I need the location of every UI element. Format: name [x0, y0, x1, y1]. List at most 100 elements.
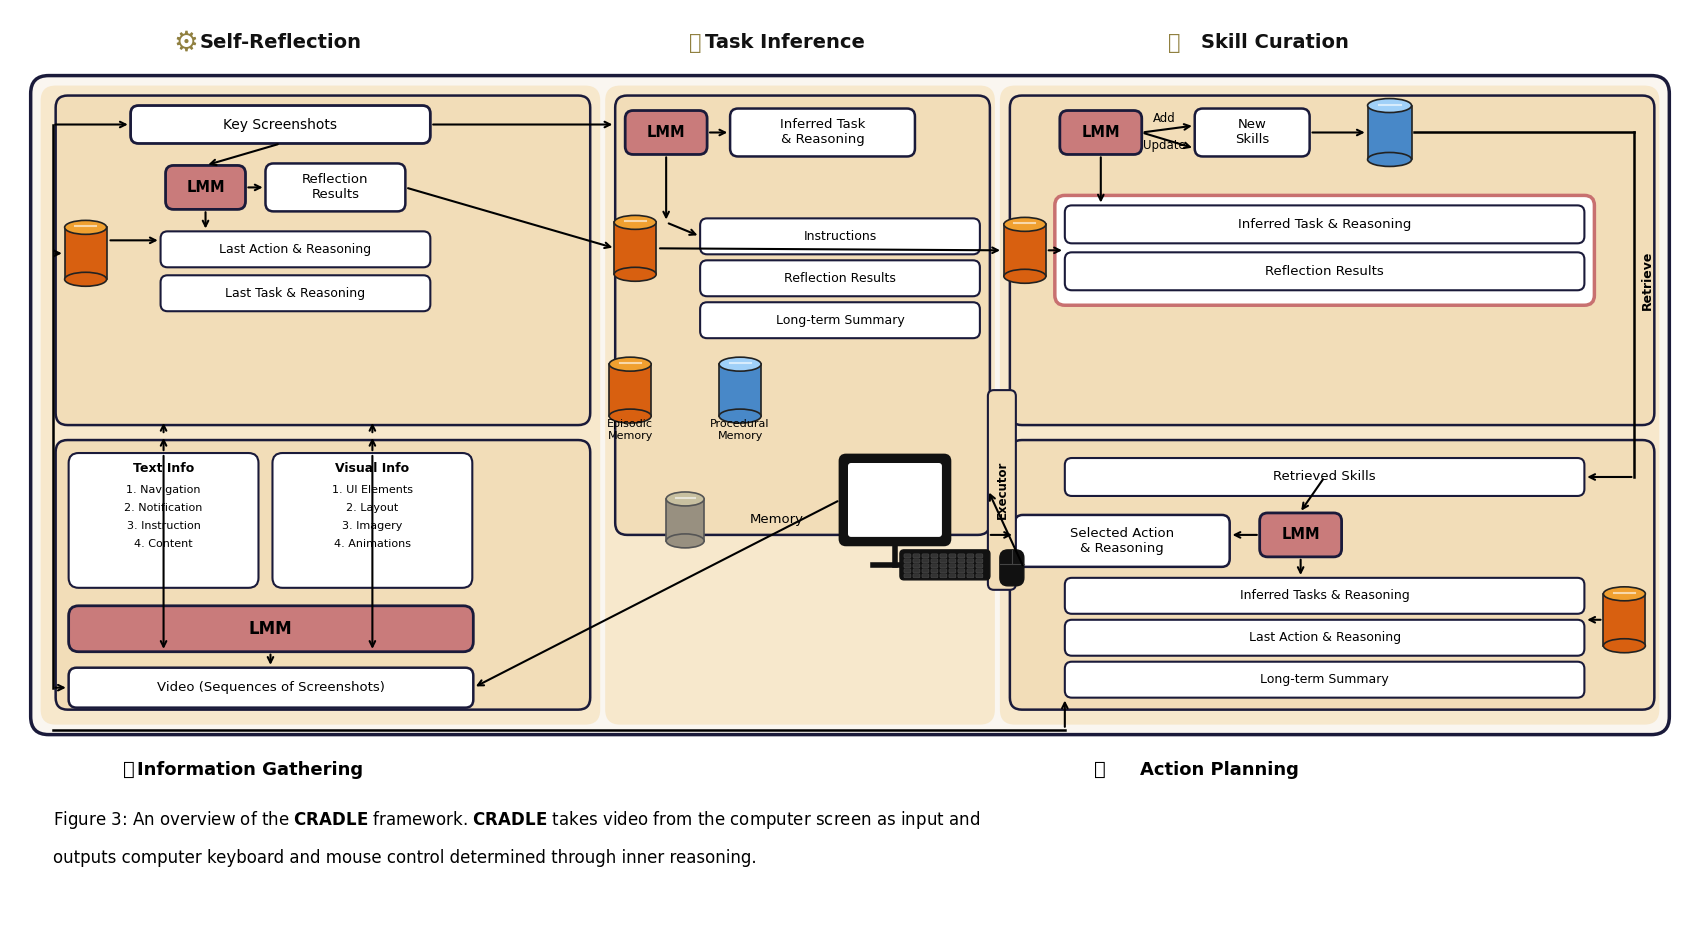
Text: Add: Add	[1153, 112, 1176, 125]
Text: Last Action & Reasoning: Last Action & Reasoning	[1248, 631, 1401, 644]
FancyBboxPatch shape	[967, 554, 974, 558]
FancyBboxPatch shape	[932, 559, 938, 563]
FancyBboxPatch shape	[1064, 205, 1584, 243]
FancyBboxPatch shape	[904, 574, 911, 578]
FancyBboxPatch shape	[1064, 458, 1584, 496]
FancyBboxPatch shape	[921, 559, 928, 563]
Bar	[1603, 593, 1646, 646]
FancyBboxPatch shape	[265, 164, 405, 212]
Text: Task Inference: Task Inference	[706, 33, 865, 52]
Text: LMM: LMM	[646, 125, 685, 140]
Text: Self-Reflection: Self-Reflection	[199, 33, 362, 52]
Text: Action Planning: Action Planning	[1141, 761, 1299, 779]
FancyBboxPatch shape	[976, 563, 983, 568]
Text: Reflection
Results: Reflection Results	[303, 173, 369, 201]
Bar	[1005, 225, 1046, 276]
FancyBboxPatch shape	[1195, 109, 1309, 156]
FancyBboxPatch shape	[68, 453, 258, 588]
FancyBboxPatch shape	[700, 218, 979, 255]
Bar	[1367, 106, 1411, 159]
FancyBboxPatch shape	[913, 563, 920, 568]
Text: outputs computer keyboard and mouse control determined through inner reasoning.: outputs computer keyboard and mouse cont…	[53, 850, 757, 868]
FancyBboxPatch shape	[68, 606, 473, 651]
Text: Long-term Summary: Long-term Summary	[1260, 673, 1389, 686]
FancyBboxPatch shape	[1059, 110, 1142, 154]
FancyBboxPatch shape	[932, 554, 938, 558]
Text: Video (Sequences of Screenshots): Video (Sequences of Screenshots)	[156, 681, 384, 695]
FancyBboxPatch shape	[615, 95, 989, 534]
FancyBboxPatch shape	[957, 574, 966, 578]
FancyBboxPatch shape	[967, 563, 974, 568]
Text: ⚙: ⚙	[173, 29, 197, 57]
FancyBboxPatch shape	[605, 85, 994, 724]
FancyBboxPatch shape	[957, 563, 966, 568]
Text: Episodic
Memory: Episodic Memory	[607, 419, 653, 441]
FancyBboxPatch shape	[932, 563, 938, 568]
FancyBboxPatch shape	[729, 109, 915, 156]
FancyBboxPatch shape	[700, 260, 979, 297]
Ellipse shape	[1005, 270, 1046, 284]
FancyBboxPatch shape	[913, 569, 920, 573]
FancyBboxPatch shape	[921, 554, 928, 558]
FancyBboxPatch shape	[840, 455, 950, 545]
FancyBboxPatch shape	[1000, 85, 1659, 724]
FancyBboxPatch shape	[949, 559, 955, 563]
Bar	[65, 227, 107, 279]
Ellipse shape	[1603, 587, 1646, 601]
FancyBboxPatch shape	[988, 390, 1017, 590]
FancyBboxPatch shape	[41, 85, 600, 724]
FancyBboxPatch shape	[949, 569, 955, 573]
FancyBboxPatch shape	[1010, 95, 1654, 425]
Ellipse shape	[65, 272, 107, 286]
Ellipse shape	[666, 534, 704, 548]
FancyBboxPatch shape	[1064, 662, 1584, 697]
FancyBboxPatch shape	[160, 231, 430, 268]
FancyBboxPatch shape	[913, 554, 920, 558]
Text: Retrieve: Retrieve	[1640, 251, 1654, 310]
Text: LMM: LMM	[248, 620, 292, 637]
FancyBboxPatch shape	[967, 574, 974, 578]
FancyBboxPatch shape	[957, 554, 966, 558]
FancyBboxPatch shape	[940, 554, 947, 558]
Text: Last Task & Reasoning: Last Task & Reasoning	[226, 286, 366, 300]
FancyBboxPatch shape	[56, 95, 590, 425]
FancyBboxPatch shape	[272, 453, 473, 588]
FancyBboxPatch shape	[904, 569, 911, 573]
Text: 4. Content: 4. Content	[134, 539, 192, 548]
Text: Memory: Memory	[750, 514, 804, 526]
FancyBboxPatch shape	[1015, 515, 1229, 567]
FancyBboxPatch shape	[904, 563, 911, 568]
Ellipse shape	[1367, 98, 1411, 112]
Text: Reflection Results: Reflection Results	[784, 271, 896, 285]
Bar	[666, 499, 704, 541]
Ellipse shape	[609, 409, 651, 423]
FancyBboxPatch shape	[31, 76, 1669, 735]
Text: Selected Action
& Reasoning: Selected Action & Reasoning	[1071, 527, 1175, 555]
Text: Inferred Task & Reasoning: Inferred Task & Reasoning	[1238, 218, 1411, 231]
FancyBboxPatch shape	[976, 574, 983, 578]
FancyBboxPatch shape	[940, 559, 947, 563]
Text: 2. Layout: 2. Layout	[347, 503, 398, 513]
Bar	[614, 223, 656, 274]
Text: 📋: 📋	[688, 33, 702, 52]
Ellipse shape	[719, 409, 762, 423]
FancyBboxPatch shape	[1010, 440, 1654, 709]
FancyBboxPatch shape	[967, 569, 974, 573]
Text: Inferred Task
& Reasoning: Inferred Task & Reasoning	[780, 119, 865, 147]
FancyBboxPatch shape	[1260, 513, 1341, 557]
Text: Procedural
Memory: Procedural Memory	[711, 419, 770, 441]
Text: LMM: LMM	[1282, 527, 1319, 542]
Text: 🔧: 🔧	[1168, 33, 1182, 52]
FancyBboxPatch shape	[957, 569, 966, 573]
Ellipse shape	[1005, 217, 1046, 231]
FancyBboxPatch shape	[949, 563, 955, 568]
FancyBboxPatch shape	[1064, 620, 1584, 656]
FancyBboxPatch shape	[904, 554, 911, 558]
Text: 4. Animations: 4. Animations	[333, 539, 411, 548]
FancyBboxPatch shape	[949, 554, 955, 558]
Bar	[609, 364, 651, 417]
FancyBboxPatch shape	[940, 569, 947, 573]
Text: Figure 3: An overview of the $\mathbf{CRADLE}$ framework. $\mathbf{CRADLE}$ take: Figure 3: An overview of the $\mathbf{CR…	[53, 810, 979, 831]
Text: Executor: Executor	[996, 461, 1008, 519]
FancyBboxPatch shape	[949, 574, 955, 578]
